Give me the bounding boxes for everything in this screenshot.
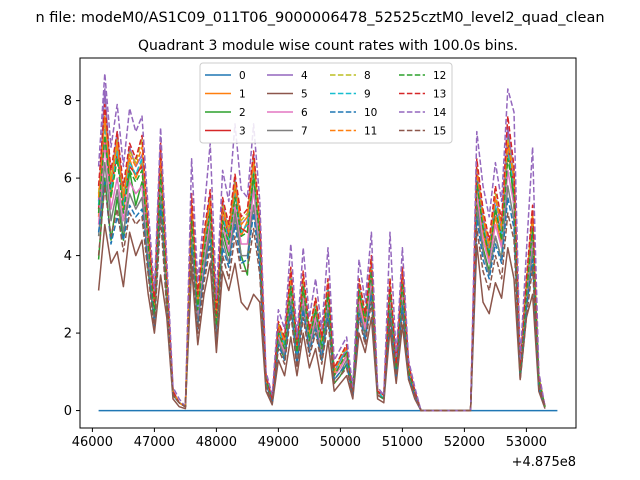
legend-label-11: 11 [364, 126, 377, 138]
legend-label-12: 12 [433, 70, 446, 82]
legend-label-13: 13 [433, 89, 446, 101]
legend-label-14: 14 [433, 107, 447, 119]
legend-label-7: 7 [301, 126, 308, 138]
plot-area-frame [79, 57, 577, 429]
x-axis-offset-label: +4.875e8 [512, 455, 576, 470]
legend-label-3: 3 [239, 126, 246, 138]
chart-title: Quadrant 3 module wise count rates with … [138, 38, 518, 54]
legend-label-9: 9 [364, 89, 371, 101]
x-tick-label: 48000 [196, 435, 237, 450]
y-axis: 0 2 4 6 8 [64, 94, 80, 419]
x-tick-label: 52000 [444, 435, 485, 450]
legend-label-4: 4 [301, 70, 308, 82]
legend-label-6: 6 [301, 107, 308, 119]
series-lines [97, 72, 558, 412]
x-tick-label: 49000 [258, 435, 299, 450]
y-tick-label: 2 [64, 327, 72, 342]
legend-label-10: 10 [364, 107, 377, 119]
x-axis: 46000 47000 48000 49000 50000 51000 52000 53000 [72, 428, 547, 450]
legend-label-0: 0 [239, 70, 246, 82]
x-tick-label: 53000 [506, 435, 547, 450]
y-tick-label: 0 [64, 404, 72, 419]
legend-label-8: 8 [364, 70, 371, 82]
figure-suptitle: n file: modeM0/AS1C09_011T06_9000006478_… [35, 10, 604, 26]
x-tick-label: 46000 [72, 435, 113, 450]
legend-label-5: 5 [301, 89, 308, 101]
series-line-11 [97, 115, 546, 412]
legend-label-2: 2 [239, 107, 246, 119]
x-tick-label: 51000 [382, 435, 423, 450]
series-line-13 [97, 103, 546, 412]
legend-frame [199, 62, 453, 144]
y-tick-label: 6 [64, 172, 72, 187]
legend-label-15: 15 [433, 126, 446, 138]
series-line-15 [97, 185, 546, 412]
legend-label-1: 1 [239, 89, 246, 101]
y-tick-label: 4 [64, 249, 72, 264]
y-tick-label: 8 [64, 94, 72, 109]
x-tick-label: 50000 [320, 435, 361, 450]
x-tick-label: 47000 [134, 435, 175, 450]
